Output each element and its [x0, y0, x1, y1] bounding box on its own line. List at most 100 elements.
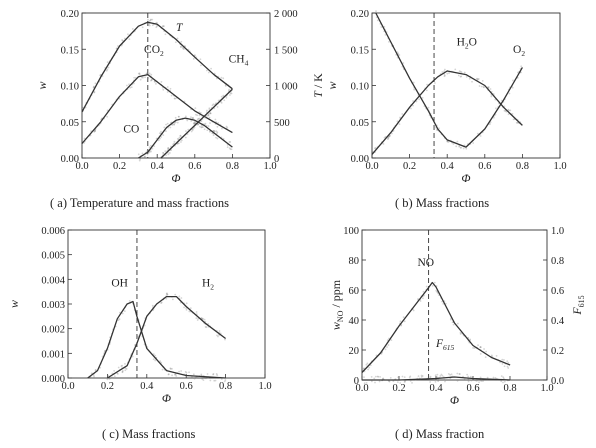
scatter-point [207, 125, 210, 127]
scatter-point [188, 371, 190, 374]
series-label-b-0: H2O [457, 37, 477, 51]
x-axis-label-a: Φ [171, 171, 180, 185]
scatter-point [209, 379, 212, 382]
y2-tick-label-d: 0.8 [551, 256, 564, 267]
x-tick-label-a: 0.8 [226, 161, 239, 172]
scatter-point [151, 24, 154, 27]
scatter-point [448, 72, 450, 74]
scatter-point [106, 68, 109, 71]
y-tick-label-c: 0.005 [41, 251, 65, 262]
scatter-point [171, 367, 173, 370]
chart-a: 0.0 0.2 0.4 0.6 0.8 1.0 0.00 0.05 0.10 0.15 0.20 0 5… [35, 9, 325, 185]
scatter-point [425, 285, 428, 288]
scatter-point [452, 323, 455, 326]
scatter-point [148, 72, 151, 75]
scatter-point [166, 86, 169, 88]
scatter-point [503, 359, 505, 361]
scatter-point [140, 76, 143, 79]
scatter-point [127, 33, 129, 36]
scatter-point [160, 301, 163, 304]
scatter-point [420, 374, 423, 377]
scatter-point [227, 89, 230, 92]
scatter-point [224, 85, 227, 87]
scatter-point [165, 293, 168, 295]
scatter-point [202, 379, 205, 381]
scatter-point [421, 96, 424, 99]
scatter-point [433, 281, 436, 284]
scatter-point [459, 75, 462, 78]
scatter-point [472, 346, 474, 349]
scatter-point [202, 317, 204, 320]
scatter-point [196, 114, 199, 117]
scatter-point [194, 113, 197, 116]
y2-tick-label-d: 0.0 [551, 376, 564, 387]
scatter-point [104, 349, 106, 352]
y-tick-label-b: 0.20 [351, 9, 369, 20]
scatter-point [501, 363, 504, 365]
scatter-point [105, 69, 108, 72]
scatter-point [392, 380, 395, 383]
scatter-point [403, 320, 406, 323]
scatter-point [173, 123, 176, 126]
scatter-point [197, 123, 200, 125]
scatter-point [164, 33, 167, 36]
scatter-point [150, 73, 153, 76]
scatter-point [180, 139, 183, 142]
scatter-point [93, 130, 96, 133]
scatter-point [193, 122, 195, 125]
scatter-point [408, 376, 411, 379]
scatter-point [478, 381, 480, 384]
scatter-point [200, 124, 203, 127]
scatter-point [459, 331, 462, 334]
scatter-point [225, 125, 228, 128]
scatter-point [184, 115, 187, 118]
scatter-point [106, 109, 109, 112]
scatter-point [173, 123, 175, 126]
scatter-point [508, 92, 511, 95]
scatter-point [121, 364, 124, 367]
scatter-point [495, 107, 497, 110]
scatter-point [191, 376, 193, 378]
scatter-point [224, 338, 226, 341]
scatter-point [492, 376, 495, 379]
scatter-point [512, 118, 515, 121]
scatter-point [411, 381, 413, 384]
scatter-point [479, 135, 482, 137]
caption-a: ( a) Temperature and mass fractions [50, 196, 230, 210]
x-tick-label-c: 0.0 [61, 381, 74, 392]
scatter-point [133, 76, 136, 79]
scatter-point [429, 375, 432, 378]
scatter-point [459, 70, 462, 73]
caption-d: ( d) Mass fraction [395, 427, 485, 441]
scatter-point [147, 18, 149, 21]
scatter-point [171, 298, 174, 301]
scatter-point [197, 117, 200, 120]
scatter-point [458, 70, 461, 73]
scatter-point [390, 132, 393, 135]
scatter-point [185, 302, 188, 305]
scatter-point [151, 78, 153, 81]
scatter-point [129, 86, 132, 89]
scatter-point [174, 41, 177, 44]
scatter-point [112, 377, 115, 379]
scatter-point [402, 316, 405, 319]
scatter-point [471, 379, 474, 381]
scatter-point [199, 58, 202, 61]
scatter-point [220, 95, 223, 98]
series-line-c-H2 [107, 295, 226, 379]
scatter-point [189, 307, 192, 310]
scatter-point [499, 361, 501, 364]
scatter-point [191, 128, 194, 131]
scatter-point [230, 148, 233, 151]
scatter-point [419, 300, 422, 302]
x-axis-label-d: Φ [450, 393, 459, 407]
y-tick-label-d: 20 [349, 346, 360, 357]
scatter-point [208, 116, 211, 119]
scatter-point [441, 374, 444, 377]
scatter-point [397, 376, 400, 379]
scatter-point [175, 375, 178, 377]
scatter-point [208, 107, 211, 110]
scatter-point [436, 129, 438, 132]
scatter-point [195, 311, 198, 313]
scatter-point [455, 145, 458, 148]
